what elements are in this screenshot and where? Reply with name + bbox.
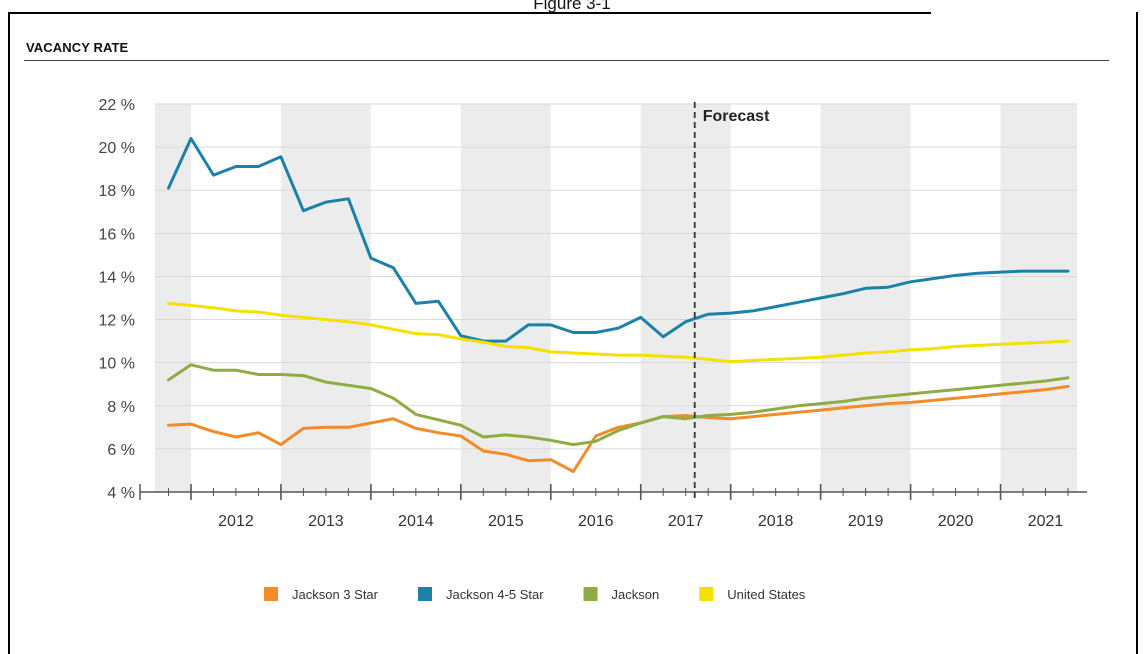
y-tick-label: 10 % (99, 356, 135, 373)
year-band (155, 104, 191, 492)
year-band (1000, 104, 1077, 492)
x-tick-label: 2012 (218, 513, 254, 530)
x-tick-label: 2020 (938, 513, 974, 530)
series-line-jackson-4-5-star (167, 137, 1070, 343)
legend-label-jackson-3-star: Jackson 3 Star (292, 587, 379, 602)
year-band (640, 104, 731, 492)
x-tick-label: 2017 (668, 513, 704, 530)
y-tick-label: 6 % (107, 442, 135, 459)
series-lines (167, 137, 1070, 473)
legend-label-jackson-4-5-star: Jackson 4-5 Star (446, 587, 544, 602)
y-tick-label: 8 % (107, 399, 135, 416)
year-band (820, 104, 911, 492)
legend-swatch-jackson-3-star (264, 587, 278, 601)
series-line-jackson-3-star (167, 384, 1070, 473)
legend-swatch-jackson-4-5-star (418, 587, 432, 601)
y-tick-label: 14 % (99, 269, 135, 286)
year-bands (155, 104, 1077, 492)
series-line-jackson (167, 363, 1070, 447)
x-tick-label: 2018 (758, 513, 794, 530)
x-tick-label: 2015 (488, 513, 524, 530)
legend-swatch-united-states (699, 587, 714, 601)
forecast-marker: Forecast (693, 102, 770, 500)
figure-caption: Figure 3-1 (533, 0, 611, 13)
chart-frame (8, 12, 1138, 654)
x-axis: 2012 2013 2014 2015 2016 2017 2018 2019 2020 2021 (139, 484, 1087, 530)
legend: Jackson 3 Star Jackson 4-5 Star Jackson Uni… (264, 587, 806, 602)
forecast-label: Forecast (703, 108, 770, 125)
x-tick-label: 2013 (308, 513, 344, 530)
gridlines (155, 103, 1077, 450)
legend-label-united-states: United States (727, 587, 806, 602)
y-tick-label: 12 % (99, 313, 135, 330)
x-tick-label: 2014 (398, 513, 434, 530)
chart-title: VACANCY RATE (26, 40, 129, 55)
vacancy-rate-chart: 22 % 20 % 18 % 16 % 14 % 12 % 10 % 8 % 6 % 4 % 20… (99, 97, 1087, 602)
x-tick-label: 2021 (1028, 513, 1064, 530)
series-line-united-states (167, 301, 1070, 364)
y-tick-label: 18 % (99, 183, 135, 200)
y-axis-ticks: 22 % 20 % 18 % 16 % 14 % 12 % 10 % 8 % 6 % 4 % (99, 97, 135, 502)
x-tick-label: 2019 (848, 513, 884, 530)
y-tick-label: 4 % (107, 485, 135, 502)
y-tick-label: 20 % (99, 140, 135, 157)
legend-swatch-jackson (583, 587, 598, 601)
y-tick-label: 22 % (99, 97, 135, 114)
x-tick-label: 2016 (578, 513, 614, 530)
y-tick-label: 16 % (99, 226, 135, 243)
legend-label-jackson: Jackson (612, 587, 660, 602)
title-divider (24, 60, 1109, 61)
frame-notch (931, 6, 1136, 18)
year-band (460, 104, 551, 492)
